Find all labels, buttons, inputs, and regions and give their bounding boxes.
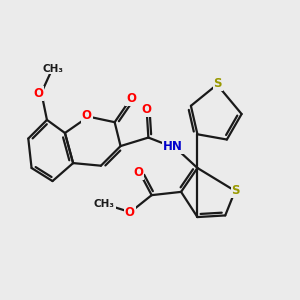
Text: CH₃: CH₃ (43, 64, 64, 74)
Text: S: S (214, 77, 222, 90)
Text: O: O (142, 103, 152, 116)
Text: O: O (125, 206, 135, 219)
Text: O: O (126, 92, 136, 105)
Text: CH₃: CH₃ (94, 199, 115, 209)
Text: HN: HN (163, 140, 183, 153)
Text: O: O (33, 87, 43, 100)
Text: S: S (232, 184, 240, 197)
Text: O: O (82, 110, 92, 122)
Text: O: O (134, 167, 143, 179)
